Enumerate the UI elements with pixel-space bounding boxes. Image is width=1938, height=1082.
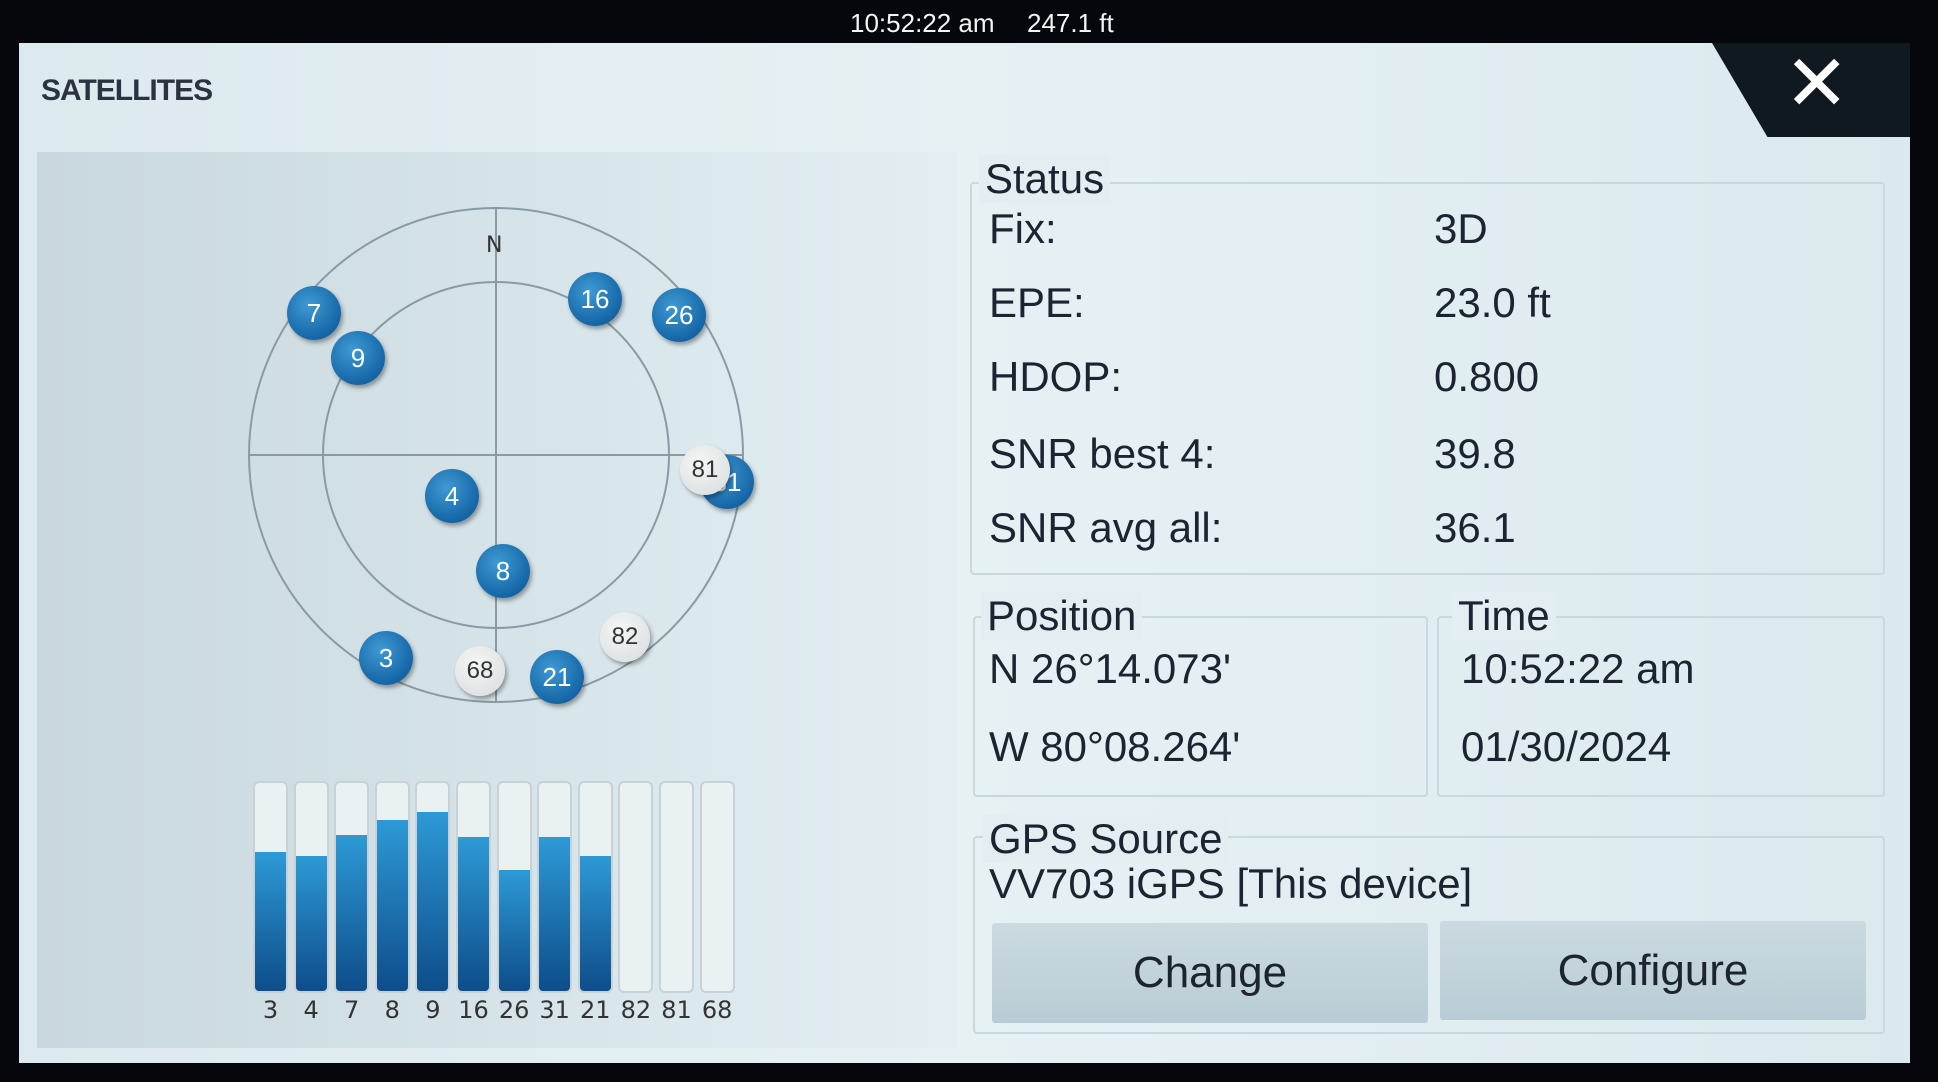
status-label: EPE: (989, 279, 1085, 326)
dialog-title: SATELLITES (41, 74, 213, 107)
signal-bar-label: 16 (458, 996, 489, 1024)
gps-device: VV703 iGPS [This device] (989, 860, 1473, 907)
satellite-marker: 21 (530, 650, 584, 704)
status-label: Fix: (989, 205, 1057, 252)
gps-source-box (973, 836, 1885, 1034)
status-value: 36.1 (1434, 504, 1516, 551)
configure-button[interactable]: Configure (1440, 921, 1866, 1020)
north-label: N (486, 233, 503, 258)
status-label: SNR best 4: (989, 430, 1216, 477)
status-box (970, 182, 1885, 575)
change-button[interactable]: Change (992, 923, 1428, 1023)
position-box (973, 616, 1428, 797)
satellite-marker: 8 (476, 544, 530, 598)
satellite-marker: 7 (287, 286, 341, 340)
signal-bar (699, 781, 735, 993)
signal-bar-label: 3 (262, 996, 279, 1024)
signal-bar-fill (498, 870, 530, 991)
signal-bar (496, 781, 532, 993)
signal-bar-label: 81 (661, 996, 692, 1024)
satellite-marker: 26 (652, 288, 706, 342)
signal-bar-fill (458, 837, 489, 991)
status-value: 3D (1434, 205, 1488, 252)
signal-bar (537, 781, 573, 993)
signal-bar (456, 781, 491, 993)
position-title: Position (981, 592, 1143, 640)
signal-bar-label: 31 (539, 996, 570, 1024)
altitude: 247.1 ft (1027, 8, 1114, 38)
close-icon: ✕ (1784, 39, 1850, 129)
status-value: 0.800 (1434, 353, 1540, 400)
date-value: 01/30/2024 (1461, 723, 1672, 770)
satellite-marker: 4 (425, 469, 479, 523)
signal-bar-label: 7 (344, 996, 360, 1024)
status-bar: 10:52:22 am 247.1 ft (0, 0, 1938, 44)
signal-bar-label: 82 (620, 996, 652, 1024)
satellite-marker: 68 (455, 646, 505, 696)
status-value: 23.0 ft (1434, 279, 1551, 326)
signal-bar-fill (295, 855, 327, 991)
signal-bar-fill (255, 851, 286, 991)
signal-bar-label: 21 (580, 996, 611, 1024)
signal-bar (659, 781, 694, 993)
time-box (1437, 616, 1885, 797)
signal-bar-fill (336, 835, 368, 991)
signal-bar-label: 8 (384, 996, 400, 1024)
satellite-marker: 3 (359, 631, 413, 685)
satellite-marker: 16 (568, 272, 622, 326)
time-value: 10:52:22 am (1461, 645, 1695, 692)
signal-bar-fill (579, 855, 611, 991)
signal-bar-label: 26 (498, 996, 530, 1024)
time-title: Time (1452, 592, 1556, 640)
gps-source-title: GPS Source (983, 815, 1229, 863)
longitude: W 80°08.264' (989, 723, 1241, 770)
signal-bar (415, 781, 451, 993)
signal-bar-fill (417, 812, 449, 991)
satellite-marker: 81 (680, 445, 730, 495)
status-label: SNR avg all: (989, 504, 1223, 551)
signal-bar (618, 781, 654, 993)
signal-bar-fill (539, 837, 571, 991)
signal-bar (334, 781, 370, 993)
signal-bar (577, 781, 613, 993)
status-value: 39.8 (1434, 430, 1516, 477)
signal-bar (374, 781, 410, 993)
status-title: Status (979, 155, 1111, 203)
signal-bar-fill (376, 820, 408, 991)
signal-bar-label: 9 (425, 996, 441, 1024)
status-label: HDOP: (989, 353, 1123, 400)
signal-bar-label: 4 (303, 996, 319, 1024)
signal-bar-label: 68 (701, 996, 733, 1024)
signal-bar (253, 781, 288, 993)
clock: 10:52:22 am (850, 8, 995, 38)
satellite-marker: 82 (600, 612, 650, 662)
latitude: N 26°14.073' (989, 645, 1231, 692)
satellite-marker: 9 (331, 331, 385, 385)
signal-bar (293, 781, 329, 993)
